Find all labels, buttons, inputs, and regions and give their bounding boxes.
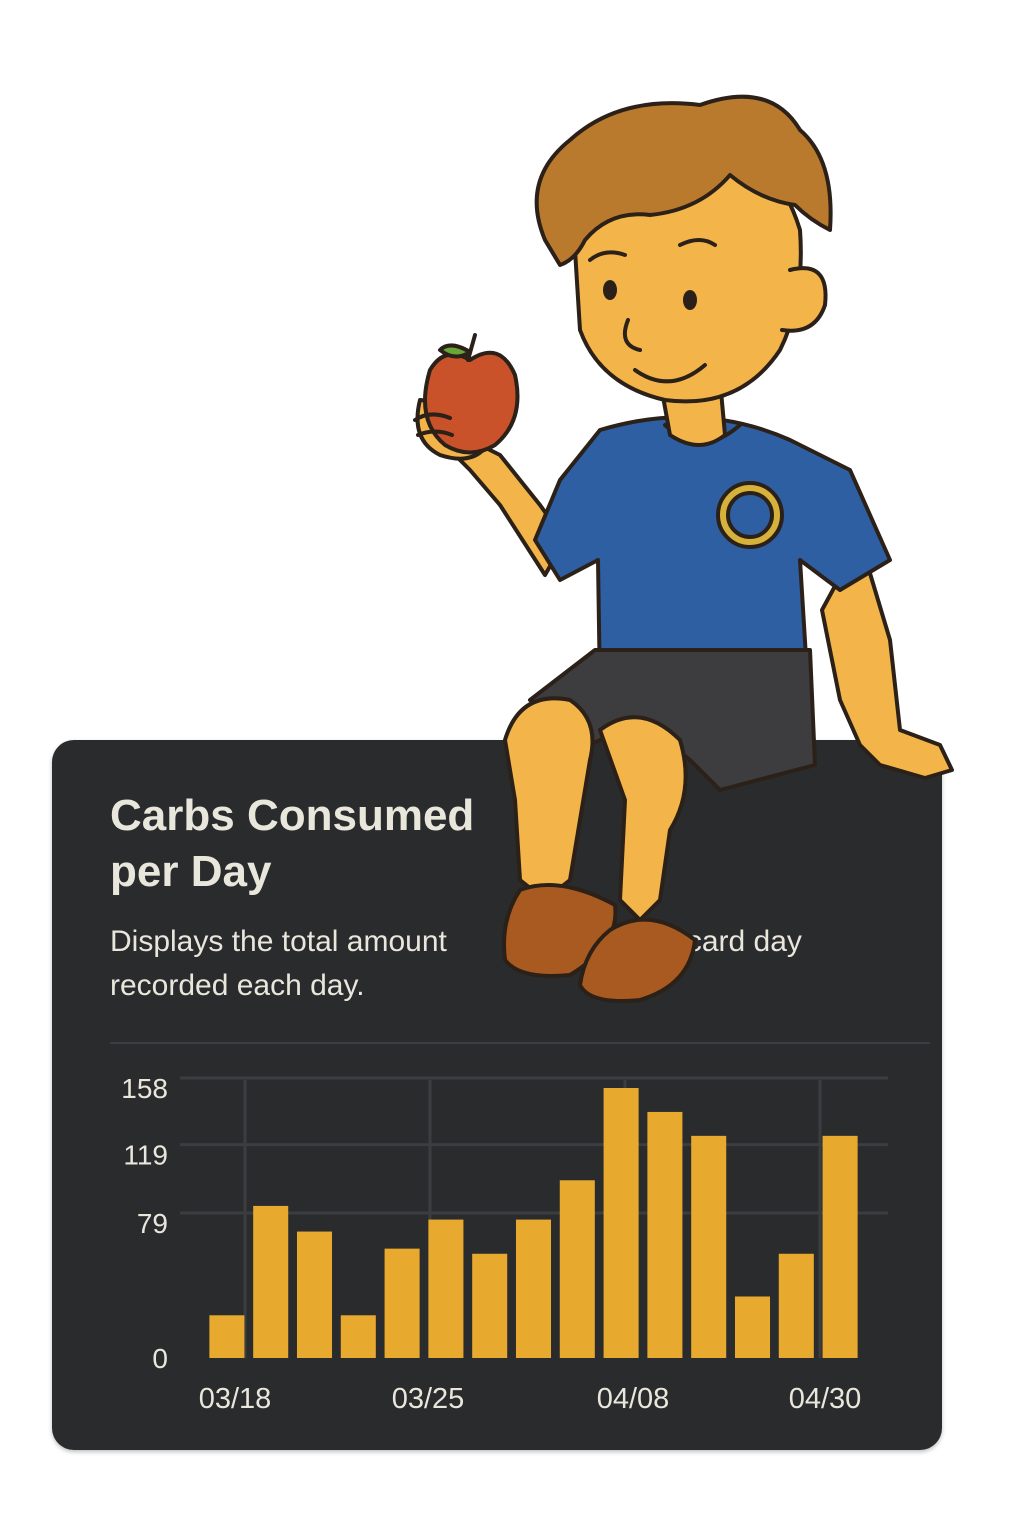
x-tick-label: 04/08 <box>597 1383 670 1415</box>
x-tick-label: 04/30 <box>789 1383 862 1415</box>
bar <box>253 1205 289 1358</box>
bar <box>428 1219 464 1358</box>
y-tick-label: 119 <box>123 1140 168 1171</box>
chart-title-line2: per Day <box>110 847 272 896</box>
chart-title-line1: Carbs Consumed <box>110 791 475 840</box>
bar <box>603 1088 639 1358</box>
divider <box>110 1042 930 1044</box>
bar <box>691 1135 727 1358</box>
bar <box>647 1111 683 1358</box>
y-tick-label: 0 <box>152 1343 168 1374</box>
y-tick-label: 79 <box>137 1208 168 1239</box>
y-tick-label: 158 <box>121 1073 168 1104</box>
bar <box>778 1253 814 1358</box>
chart-title: Carbs Consumed per Day <box>110 788 530 900</box>
bar <box>559 1180 595 1358</box>
bar <box>472 1253 508 1358</box>
bar <box>340 1315 376 1358</box>
bar <box>296 1231 333 1358</box>
bar <box>822 1135 858 1358</box>
boy-illustration <box>413 94 954 1003</box>
bar <box>734 1296 771 1358</box>
chart-description-line1-head: Displays the total amount <box>110 925 447 958</box>
bar <box>515 1219 552 1358</box>
bar <box>384 1248 420 1358</box>
chart-description-line2: recorded each day. <box>110 969 365 1002</box>
x-tick-label: 03/18 <box>199 1383 272 1415</box>
bar <box>209 1315 245 1358</box>
x-tick-label: 03/25 <box>392 1383 465 1415</box>
